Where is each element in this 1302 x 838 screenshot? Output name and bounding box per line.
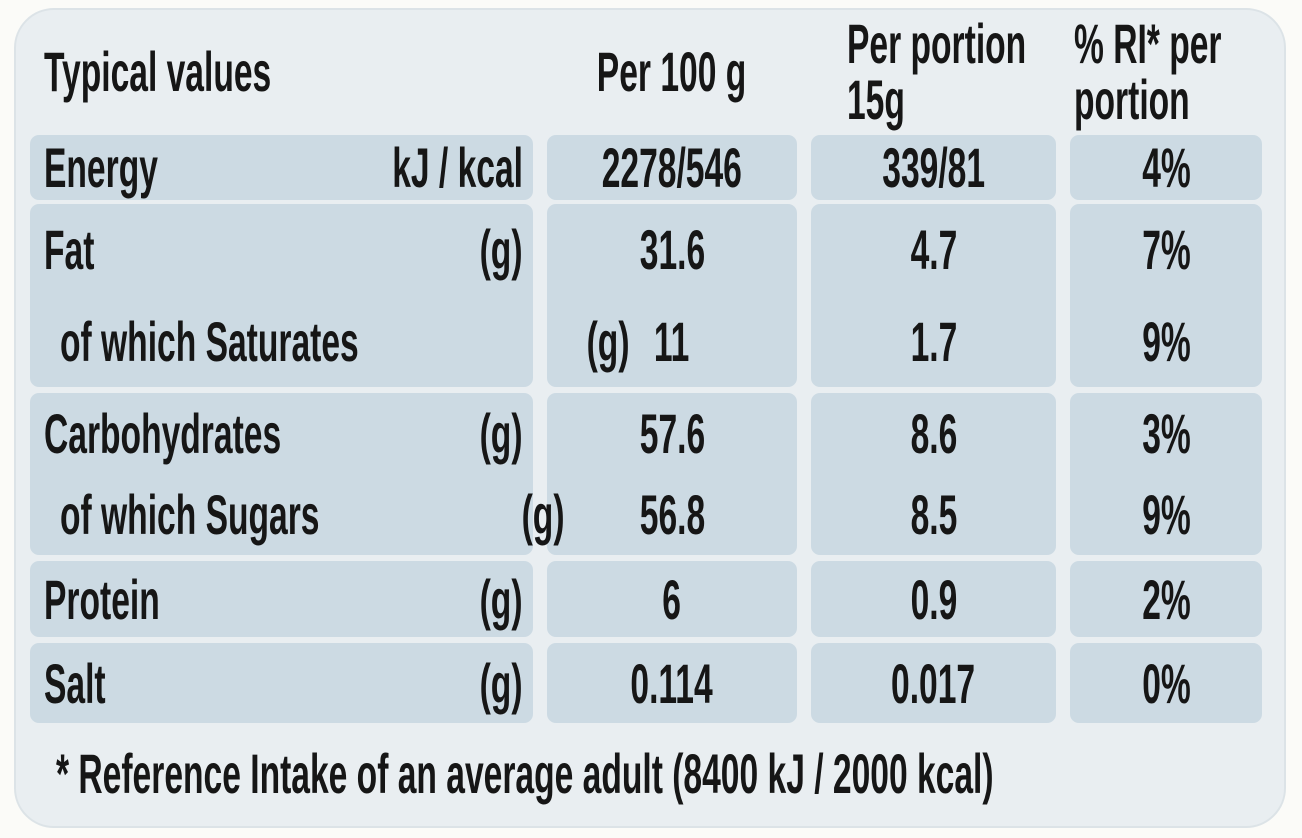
row-group-fat-saturates: Fat (g) of which Saturates (g) 31.6 11 4… — [30, 204, 1262, 387]
value-ri-percent: 7% — [1141, 218, 1191, 282]
nutrient-unit: (g) — [480, 651, 523, 715]
value-per-portion: 8.6 — [910, 402, 957, 465]
nutrient-unit: (g) — [480, 218, 523, 282]
nutrient-sublabel: of which Saturates — [60, 309, 359, 373]
header-per-100g: Per 100 g — [547, 14, 797, 129]
value-per-100g: 57.6 — [639, 402, 705, 465]
row-group-protein: Protein (g) 6 0.9 2% — [30, 561, 1262, 637]
row-group-salt: Salt (g) 0.114 0.017 0% — [30, 643, 1262, 723]
table-header: Typical values Per 100 g Per portion 15g… — [30, 14, 1262, 129]
nutrient-unit: (g) — [480, 402, 523, 465]
value-ri-percent: 3% — [1141, 402, 1191, 465]
row-energy-per100-cell: 2278/546 — [547, 135, 797, 200]
row-protein-per100-cell: 6 — [547, 561, 797, 637]
nutrient-unit: kJ / kcal — [392, 136, 523, 199]
value-ri-percent: 4% — [1141, 136, 1191, 199]
row-carbs-label-cell: Carbohydrates (g) of which Sugars (g) — [30, 393, 564, 555]
value-per-100g: 11 — [654, 309, 690, 373]
nutrient-label: Protein — [44, 567, 160, 631]
row-protein-portion-cell: 0.9 — [811, 561, 1056, 637]
row-salt-label-cell: Salt (g) — [30, 643, 533, 723]
value-ri-percent: 0% — [1141, 651, 1191, 715]
nutrient-label: Carbohydrates — [44, 402, 282, 465]
row-salt-portion-cell: 0.017 — [811, 643, 1056, 723]
value-per-portion: 339/81 — [882, 136, 985, 199]
value-per-100g: 0.114 — [630, 651, 714, 715]
reference-intake-footnote: * Reference Intake of an average adult (… — [30, 729, 1262, 817]
value-ri-percent: 9% — [1141, 483, 1191, 546]
row-energy-portion-cell: 339/81 — [811, 135, 1056, 200]
header-ri-line2: portion — [1074, 67, 1190, 131]
row-fat-portion-cell: 4.7 1.7 — [811, 204, 1056, 387]
row-fat-ri-cell: 7% 9% — [1070, 204, 1262, 387]
footnote-text: * Reference Intake of an average adult (… — [56, 741, 994, 805]
nutrient-unit: (g) — [480, 567, 523, 631]
nutrient-label: Fat — [44, 218, 95, 282]
header-per-100g-label: Per 100 g — [597, 39, 747, 103]
value-per-portion: 1.7 — [910, 309, 957, 373]
row-energy-ri-cell: 4% — [1070, 135, 1262, 200]
row-salt-per100-cell: 0.114 — [547, 643, 797, 723]
nutrient-sublabel: of which Sugars — [60, 483, 320, 546]
value-per-portion: 4.7 — [910, 218, 957, 282]
header-typical-values-label: Typical values — [44, 39, 272, 103]
row-salt-ri-cell: 0% — [1070, 643, 1262, 723]
header-ri-line1: % RI* per — [1074, 11, 1222, 75]
header-typical-values: Typical values — [30, 14, 533, 129]
row-group-energy: Energy kJ / kcal 2278/546 339/81 4% — [30, 135, 1262, 200]
nutrient-unit: (g) — [586, 309, 630, 373]
header-ri-per-portion: % RI* per portion — [1070, 14, 1262, 129]
nutrition-facts-panel: Typical values Per 100 g Per portion 15g… — [14, 8, 1286, 828]
value-per-100g: 56.8 — [639, 483, 705, 546]
row-carbs-portion-cell: 8.6 8.5 — [811, 393, 1056, 555]
value-per-100g: 31.6 — [639, 218, 705, 282]
header-per-portion-line2: 15g — [847, 67, 905, 131]
row-fat-per100-cell: 31.6 11 — [547, 204, 797, 387]
value-per-portion: 0.9 — [910, 567, 957, 631]
row-protein-ri-cell: 2% — [1070, 561, 1262, 637]
header-per-portion: Per portion 15g — [811, 14, 1056, 129]
value-per-100g: 2278/546 — [601, 136, 743, 199]
value-ri-percent: 2% — [1141, 567, 1191, 631]
nutrient-unit: (g) — [521, 483, 565, 546]
value-ri-percent: 9% — [1141, 309, 1191, 373]
row-carbs-per100-cell: 57.6 56.8 — [547, 393, 797, 555]
value-per-100g: 6 — [662, 567, 682, 631]
header-per-portion-line1: Per portion — [847, 11, 1027, 75]
value-per-portion: 0.017 — [891, 651, 976, 715]
row-carbs-ri-cell: 3% 9% — [1070, 393, 1262, 555]
row-protein-label-cell: Protein (g) — [30, 561, 533, 637]
row-fat-label-cell: Fat (g) of which Saturates (g) — [30, 204, 629, 387]
nutrient-label: Salt — [44, 651, 106, 715]
row-group-carbohydrates-sugars: Carbohydrates (g) of which Sugars (g) 57… — [30, 393, 1262, 555]
row-energy-label-cell: Energy kJ / kcal — [30, 135, 533, 200]
nutrient-label: Energy — [44, 136, 158, 199]
value-per-portion: 8.5 — [910, 483, 957, 546]
